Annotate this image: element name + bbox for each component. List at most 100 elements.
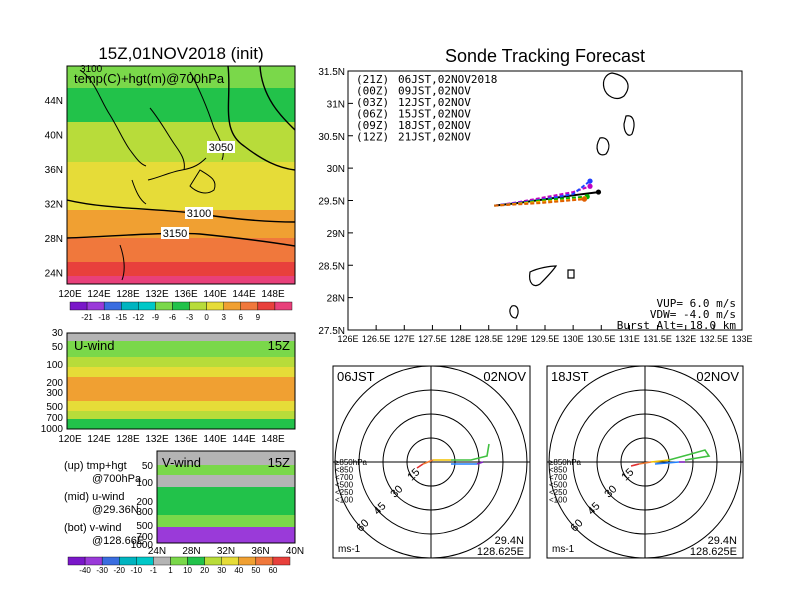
tracking-lat-labels: 31.5N 31N 30.5N 30N 29.5N 29N 28.5N 28N 27.5N bbox=[318, 67, 353, 337]
hodo-trace-segment bbox=[638, 461, 652, 465]
v-level-label: 1000 bbox=[131, 540, 154, 551]
map-lat-label: 40N bbox=[45, 131, 63, 142]
map-label: temp(C)+hgt(m)@700hPa bbox=[74, 71, 225, 86]
wind-cbar-cell bbox=[136, 556, 154, 566]
map-band-1 bbox=[67, 88, 295, 122]
track-lat-label: 31N bbox=[327, 99, 345, 110]
wind-cbar-cell bbox=[67, 556, 86, 566]
track-legend-code: (00Z) bbox=[356, 85, 389, 98]
track-lon-label: 131E bbox=[619, 334, 640, 344]
u-level-label: 1000 bbox=[41, 424, 64, 435]
u-band-1 bbox=[67, 341, 295, 357]
hodo-jst: 18JST bbox=[551, 369, 589, 384]
u-lon-label: 140E bbox=[203, 434, 227, 445]
hodo-level-label: <100 bbox=[335, 496, 354, 505]
wind-cbar-cell bbox=[84, 556, 103, 566]
map-lat-label: 28N bbox=[45, 234, 63, 245]
hodo-date: 02NOV bbox=[483, 369, 526, 384]
clipped-contour-label: 3100 bbox=[80, 64, 103, 75]
track-legend-time: 18JST,02NOV bbox=[398, 119, 471, 132]
wind-cbar-label: 1 bbox=[168, 566, 173, 575]
u-wind-frame bbox=[66, 332, 296, 430]
hodo-level-label: <250 bbox=[549, 488, 568, 497]
wind-cbar-cell bbox=[170, 556, 188, 566]
v-level-label: 200 bbox=[136, 497, 153, 508]
hodo-trace bbox=[630, 449, 711, 467]
hodo-level-label: ≥850hPa bbox=[335, 458, 368, 467]
track-lat-label: 28N bbox=[327, 294, 345, 305]
map-lon-labels: 120E 124E 128E 132E 136E 140E 144E 148E bbox=[58, 289, 285, 300]
hodo-level-label: <250 bbox=[335, 488, 354, 497]
u-band-2 bbox=[67, 357, 295, 367]
u-lon-label: 124E bbox=[87, 434, 111, 445]
wind-cbar-cell bbox=[101, 556, 120, 566]
track-legend-time: 15JST,02NOV bbox=[398, 108, 471, 121]
v-band-3 bbox=[157, 487, 295, 515]
hodo-level-label: <500 bbox=[549, 481, 568, 490]
hodo-unit: ms-1 bbox=[338, 544, 361, 555]
temp-cbar-label: -15 bbox=[115, 313, 127, 322]
u-lon-label: 148E bbox=[261, 434, 285, 445]
v-wind-label: V-wind bbox=[162, 455, 201, 470]
map-band-5 bbox=[67, 238, 295, 262]
legend-mid-2: @29.36N bbox=[92, 504, 139, 516]
v-band-2 bbox=[157, 475, 295, 487]
contour-labels: 3050 3100 3150 bbox=[161, 141, 235, 240]
wind-cbar-cell bbox=[153, 556, 171, 566]
v-lat-label: 36N bbox=[251, 546, 269, 557]
track-lon-label: 128E bbox=[450, 334, 471, 344]
v-band-0 bbox=[157, 451, 295, 465]
u-lon-label: 120E bbox=[58, 434, 82, 445]
wind-cbar-cell bbox=[238, 556, 257, 566]
map-lat-label: 44N bbox=[45, 96, 63, 107]
v-wind-panel bbox=[157, 451, 295, 543]
hodo-trace-segment bbox=[422, 459, 434, 465]
tracking-lon-labels: 126E 126.5E 127E 127.5E 128E 128.5E 129E 129.5E… bbox=[337, 325, 753, 344]
track-end-point bbox=[587, 178, 593, 184]
map-lat-label: 32N bbox=[45, 200, 63, 211]
u-lon-label: 128E bbox=[116, 434, 140, 445]
temp-cbar-cell bbox=[206, 301, 224, 311]
wind-cbar-cell bbox=[204, 556, 222, 566]
contour-label-3150: 3150 bbox=[163, 228, 187, 240]
track-lon-label: 129E bbox=[506, 334, 527, 344]
track-lon-label: 127.5E bbox=[418, 334, 447, 344]
track-legend-time: 12JST,02NOV bbox=[398, 96, 471, 109]
track-lines bbox=[494, 178, 602, 207]
vup-text: VUP= 6.0 m/s bbox=[657, 297, 736, 310]
temp-cbar-cell bbox=[69, 301, 88, 311]
map-lon-label: 136E bbox=[174, 289, 198, 300]
wind-cbar-label: 60 bbox=[268, 566, 277, 575]
track-lon-label: 132E bbox=[675, 334, 696, 344]
v-level-label: 500 bbox=[136, 521, 153, 532]
map-lon-label: 120E bbox=[58, 289, 82, 300]
burst-text: Burst Alt= 18.0 km bbox=[617, 319, 737, 332]
u-lon-label: 144E bbox=[232, 434, 256, 445]
track-lat-label: 29N bbox=[327, 229, 345, 240]
temp-cbar-label: -9 bbox=[152, 313, 160, 322]
u-level-label: 300 bbox=[46, 388, 63, 399]
v-band-4 bbox=[157, 515, 295, 527]
u-level-label: 200 bbox=[46, 378, 63, 389]
hodo-lon: 128.625E bbox=[477, 546, 524, 558]
map-band-0 bbox=[67, 66, 295, 88]
track-legend-code: (06Z) bbox=[356, 108, 389, 121]
track-legend: (21Z) 06JST,02NOV2018 (00Z) 09JST,02NOV (03Z… bbox=[356, 73, 497, 144]
hodograph-left: 06JST 02NOV29.4N128.625Ems-115304560≥850h… bbox=[332, 365, 531, 559]
track-lon-label: 128.5E bbox=[474, 334, 503, 344]
track-lon-label: 130.5E bbox=[587, 334, 616, 344]
temp-cbar-label: -21 bbox=[81, 313, 93, 322]
legend-up-1: (up) tmp+hgt bbox=[64, 460, 127, 472]
map-band-3 bbox=[67, 162, 295, 210]
v-level-label: 100 bbox=[136, 478, 153, 489]
map-lon-label: 124E bbox=[87, 289, 111, 300]
v-wind-frame bbox=[156, 450, 296, 544]
wind-colorbar: -40 -30 -20 -10 -1 1 10 20 30 40 50 60 bbox=[67, 556, 291, 575]
v-lat-label: 40N bbox=[286, 546, 304, 557]
u-wind-panel bbox=[67, 333, 295, 429]
v-wind-lat-labels: 24N 28N 32N 36N 40N bbox=[148, 546, 304, 557]
wind-cbar-label: -40 bbox=[79, 566, 91, 575]
v-level-label: 700 bbox=[136, 532, 153, 543]
track-lon-label: 129.5E bbox=[531, 334, 560, 344]
